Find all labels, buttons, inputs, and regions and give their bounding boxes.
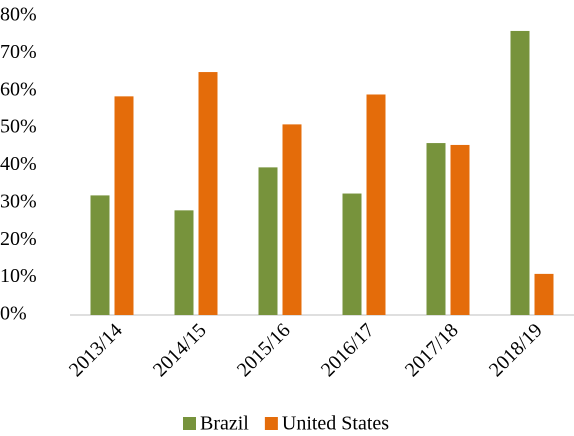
bar [114, 96, 134, 315]
bar [342, 193, 362, 315]
legend-swatch [183, 417, 196, 430]
bar [282, 124, 302, 315]
legend-label: Brazil [200, 413, 249, 435]
y-tick-label: 10% [0, 265, 37, 287]
bar [510, 30, 530, 315]
x-tick-label: 2016/17 [317, 319, 379, 381]
bar [174, 210, 194, 315]
x-tick-label: 2013/14 [65, 319, 127, 381]
bar [90, 195, 110, 315]
legend-swatch [264, 417, 278, 430]
x-tick-label: 2015/16 [233, 319, 295, 381]
y-tick-label: 70% [0, 41, 37, 63]
y-tick-label: 80% [0, 4, 37, 26]
bar [450, 144, 470, 315]
x-tick-label: 2018/19 [485, 319, 547, 381]
bar [534, 273, 554, 315]
y-tick-label: 50% [0, 116, 37, 138]
bar [426, 143, 446, 315]
bar [198, 72, 218, 315]
bar [366, 94, 386, 315]
bar [258, 167, 278, 315]
y-tick-label: 40% [0, 153, 37, 175]
y-tick-label: 0% [0, 303, 27, 325]
x-tick-label: 2017/18 [401, 319, 463, 381]
y-tick-label: 20% [0, 228, 37, 250]
y-tick-label: 30% [0, 190, 37, 212]
x-tick-label: 2014/15 [149, 319, 211, 381]
y-tick-label: 60% [0, 78, 37, 100]
legend-label: United States [282, 413, 389, 435]
